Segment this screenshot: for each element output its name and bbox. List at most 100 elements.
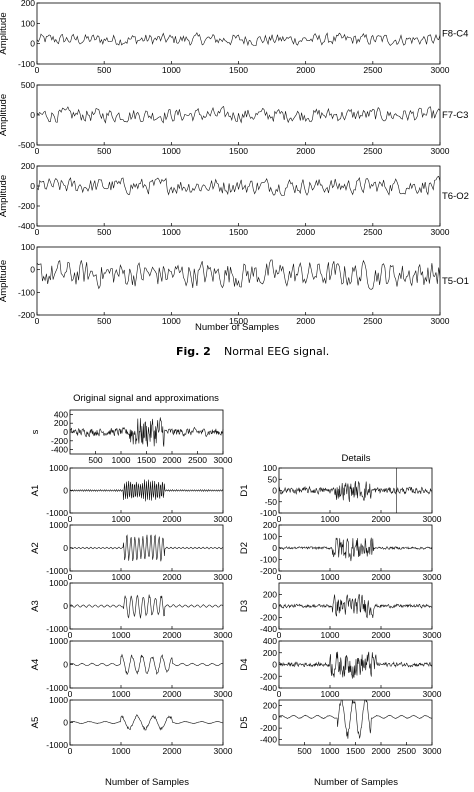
x-tick-label: 1500 (346, 746, 365, 756)
figure2-caption-label: Fig. 2 (176, 345, 211, 358)
x-tick-label: 3000 (423, 572, 442, 582)
x-tick-label: 3000 (214, 689, 233, 699)
panel-label: A1 (30, 485, 41, 497)
x-tick-label: 2000 (372, 514, 391, 524)
y-tick-label: 200 (54, 418, 68, 428)
panel-label: A2 (30, 542, 41, 554)
y-tick-label: -100 (18, 287, 35, 297)
y-tick-label: 0 (63, 486, 68, 496)
signal-trace (69, 653, 224, 675)
signal-trace (278, 651, 433, 679)
x-tick-label: 1000 (112, 689, 131, 699)
signal-trace (69, 714, 224, 731)
y-tick-label: -400 (18, 221, 35, 231)
y-tick-label: 0 (63, 543, 68, 553)
x-tick-label: 500 (97, 316, 111, 326)
y-tick-label: -100 (18, 59, 35, 69)
y-tick-label: -400 (260, 734, 277, 744)
y-tick-label: 200 (263, 590, 277, 600)
y-axis-label: Amplitude (0, 175, 9, 217)
x-tick-label: 1500 (229, 65, 248, 75)
x-tick-label: 3000 (423, 514, 442, 524)
x-tick-label: 3000 (431, 146, 450, 156)
x-tick-label: 2500 (363, 316, 382, 326)
y-tick-label: 100 (21, 18, 35, 28)
y-tick-label: 0 (272, 712, 277, 722)
x-tick-label: 2000 (163, 630, 182, 640)
signal-trace (278, 537, 433, 562)
plot-panels: 0 500 1000 1500 2000 2500 30002001000-100F8-C4… (0, 0, 469, 756)
x-tick-label: 500 (297, 746, 311, 756)
x-tick-label: 3000 (431, 65, 450, 75)
y-tick-label: 400 (54, 409, 68, 419)
x-tick-label: 1000 (162, 227, 181, 237)
y-tick-label: 0 (272, 543, 277, 553)
x-tick-label: 1000 (162, 146, 181, 156)
x-tick-label: 2000 (372, 689, 391, 699)
y-tick-label: 0 (272, 486, 277, 496)
x-tick-label: 3000 (431, 227, 450, 237)
x-tick-label: 1000 (321, 630, 340, 640)
y-tick-label: 0 (63, 718, 68, 728)
x-tick-label: 3000 (431, 316, 450, 326)
y-tick-label: 0 (63, 660, 68, 670)
x-tick-label: 2000 (372, 630, 391, 640)
x-tick-label: 3000 (214, 630, 233, 640)
x-tick-label: 2000 (163, 689, 182, 699)
y-tick-label: 200 (263, 520, 277, 530)
panel-label: s (30, 429, 41, 434)
x-tick-label: 3000 (214, 455, 233, 465)
y-tick-label: 100 (263, 532, 277, 542)
y-tick-label: 1000 (49, 695, 68, 705)
y-tick-label: -1000 (46, 683, 68, 693)
panel-label: D3 (239, 600, 250, 612)
figure3-right-title: Details (341, 453, 370, 464)
plot-frame (69, 582, 224, 630)
signal-trace (36, 106, 441, 124)
signal-trace (278, 481, 433, 502)
plot-frame (36, 165, 441, 227)
x-tick-label: 1000 (321, 689, 340, 699)
panel-label: A5 (30, 717, 41, 729)
y-tick-label: -400 (51, 445, 68, 455)
x-tick-label: 0 (277, 514, 282, 524)
figure3-right-xlabel: Number of Samples (314, 777, 398, 788)
y-tick-label: -1000 (46, 740, 68, 750)
y-tick-label: 1000 (49, 636, 68, 646)
x-tick-label: 0 (68, 630, 73, 640)
y-tick-label: 400 (263, 636, 277, 646)
x-tick-label: 2000 (296, 316, 315, 326)
panel-label: D2 (239, 542, 250, 554)
x-tick-label: 2500 (188, 455, 207, 465)
signal-trace (36, 259, 441, 290)
channel-label: F7-C3 (442, 110, 468, 121)
y-tick-label: 200 (21, 0, 35, 8)
figure3-left-title: Original signal and approximations (73, 393, 219, 404)
plot-frame (36, 2, 441, 65)
y-axis-label: Amplitude (0, 260, 9, 302)
y-tick-label: 0 (63, 601, 68, 611)
x-tick-label: 0 (35, 316, 40, 326)
channel-label: F8-C4 (442, 29, 468, 40)
signal-trace (69, 534, 224, 562)
x-tick-label: 2500 (397, 746, 416, 756)
panel-label: A4 (30, 659, 41, 671)
x-tick-label: 1000 (112, 514, 131, 524)
y-tick-label: 100 (263, 463, 277, 473)
y-tick-label: 200 (21, 161, 35, 171)
y-tick-label: -400 (260, 683, 277, 693)
x-tick-label: 2000 (163, 455, 182, 465)
y-tick-label: 0 (272, 660, 277, 670)
signal-trace (69, 594, 224, 619)
x-tick-label: 0 (68, 572, 73, 582)
y-tick-label: 0 (30, 110, 35, 120)
y-tick-label: 1000 (49, 578, 68, 588)
y-tick-label: 100 (21, 242, 35, 252)
x-tick-label: 2000 (163, 514, 182, 524)
